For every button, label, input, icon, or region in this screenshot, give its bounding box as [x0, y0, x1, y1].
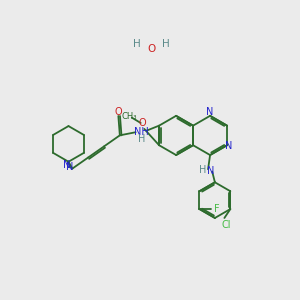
Text: Cl: Cl: [221, 220, 231, 230]
Text: H: H: [163, 40, 170, 50]
Text: H: H: [199, 165, 207, 176]
Text: H: H: [133, 40, 140, 50]
Text: F: F: [214, 204, 220, 214]
Text: N: N: [63, 160, 70, 170]
Text: N: N: [226, 141, 233, 151]
Text: O: O: [138, 118, 146, 128]
Text: CH₃: CH₃: [122, 112, 137, 121]
Text: O: O: [147, 44, 156, 54]
Text: N: N: [66, 162, 74, 172]
Text: NH: NH: [134, 127, 148, 137]
Text: N: N: [207, 166, 215, 176]
Text: H: H: [138, 134, 145, 144]
Text: O: O: [115, 106, 122, 117]
Text: N: N: [206, 107, 214, 117]
